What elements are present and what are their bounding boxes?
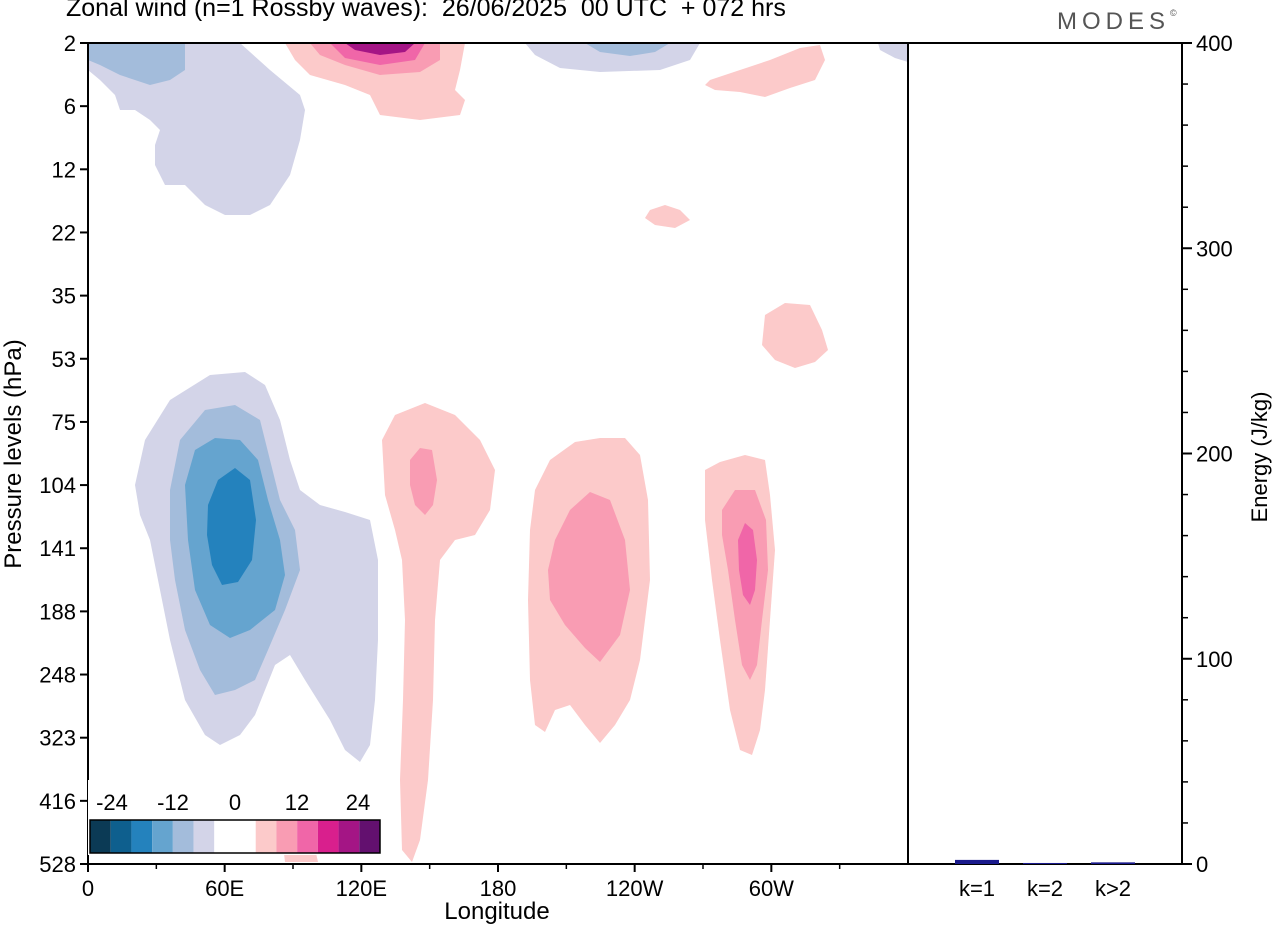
- colorbar-label: 24: [346, 790, 370, 815]
- colorbar-swatch: [255, 820, 277, 853]
- colorbar-swatch: [152, 820, 173, 853]
- y-tick-label: 248: [39, 663, 76, 688]
- y-tick-label: 104: [39, 473, 76, 498]
- x-tick-label: 180: [480, 876, 517, 901]
- contour-pos-weak-column: [382, 403, 495, 862]
- y-tick-label: 2: [64, 31, 76, 56]
- colorbar-label: -12: [157, 790, 189, 815]
- colorbar-swatch: [359, 820, 380, 853]
- colorbar-swatch: [235, 820, 256, 853]
- energy-axis-ticks: 0 100 200 300 400: [1182, 31, 1233, 877]
- y-axis-ticks: 2 6 12 22 35 53 75 104 141 188 248 323 416 528: [39, 31, 88, 877]
- y-tick-label: 53: [52, 347, 76, 372]
- colorbar-frame: [89, 819, 381, 854]
- contour-pos-weak-blob1: [645, 205, 690, 228]
- colorbar-swatch: [276, 820, 298, 853]
- x-tick-label: 120E: [336, 876, 387, 901]
- energy-bar-labels: k=1 k=2 k>2: [959, 876, 1131, 901]
- contour-pos-mid-column: [410, 448, 437, 515]
- contour-pos-mid-center: [548, 492, 630, 662]
- colorbar-swatch: [317, 820, 339, 853]
- energy-bar: [955, 859, 999, 864]
- colorbar-swatch: [214, 820, 235, 853]
- contour-neg-core-main: [207, 468, 256, 585]
- colorbar: -24 -12 0 12 24: [88, 780, 382, 855]
- y-tick-label: 141: [39, 536, 76, 561]
- energy-tick-label: 400: [1196, 31, 1233, 56]
- y-tick-label: 323: [39, 726, 76, 751]
- y-tick-label: 75: [52, 410, 76, 435]
- y-tick-label: 416: [39, 789, 76, 814]
- energy-bar: [1091, 862, 1135, 864]
- energy-tick-label: 300: [1196, 236, 1233, 261]
- colorbar-swatch: [172, 820, 194, 853]
- contour-field: [88, 43, 908, 862]
- energy-bar-label: k=1: [959, 876, 995, 901]
- contour-neg-mid-topleft: [88, 43, 185, 85]
- contour-neg-weak-corner: [878, 43, 908, 62]
- energy-bars: [955, 859, 1135, 864]
- x-tick-label: 60W: [749, 876, 794, 901]
- colorbar-swatch: [131, 820, 153, 853]
- y-tick-label: 22: [52, 220, 76, 245]
- energy-tick-label: 0: [1196, 852, 1208, 877]
- y-tick-label: 188: [39, 599, 76, 624]
- energy-tick-label: 200: [1196, 442, 1233, 467]
- chart-title: Zonal wind (n=1 Rossby waves): 26/06/202…: [66, 0, 786, 22]
- x-tick-label: 0: [82, 876, 94, 901]
- colorbar-swatch: [193, 820, 215, 853]
- energy-bar-label: k=2: [1027, 876, 1063, 901]
- x-tick-label: 60E: [205, 876, 244, 901]
- energy-bar: [1023, 862, 1067, 864]
- x-tick-label: 120W: [606, 876, 664, 901]
- colorbar-swatch: [110, 820, 132, 853]
- x-axis-ticks: 0 60E 120E 180 120W 60W: [82, 864, 841, 901]
- colorbar-swatch: [338, 820, 360, 853]
- energy-axis-label: Energy (J/kg): [1247, 391, 1272, 523]
- contour-pos-strong-right: [738, 523, 757, 605]
- modes-logo: MODES©: [1057, 8, 1177, 35]
- colorbar-label: -24: [96, 790, 128, 815]
- y-tick-label: 12: [52, 157, 76, 182]
- contour-pos-core-top: [345, 43, 415, 55]
- contour-pos-weak-blob2: [762, 303, 828, 368]
- contour-neg-weak-topleft: [88, 43, 305, 215]
- x-axis-label: Longitude: [444, 898, 550, 925]
- y-tick-label: 528: [39, 852, 76, 877]
- energy-bar-label: k>2: [1095, 876, 1131, 901]
- y-tick-label: 35: [52, 284, 76, 309]
- colorbar-label: 12: [285, 790, 309, 815]
- y-tick-label: 6: [64, 94, 76, 119]
- energy-tick-label: 100: [1196, 647, 1233, 672]
- colorbar-label: 0: [229, 790, 241, 815]
- contour-neg-mid-topright: [585, 43, 670, 56]
- y-axis-label: Pressure levels (hPa): [0, 339, 27, 569]
- contour-pos-weak-topright: [705, 45, 825, 97]
- colorbar-swatch: [297, 820, 318, 853]
- colorbar-swatch: [90, 820, 111, 853]
